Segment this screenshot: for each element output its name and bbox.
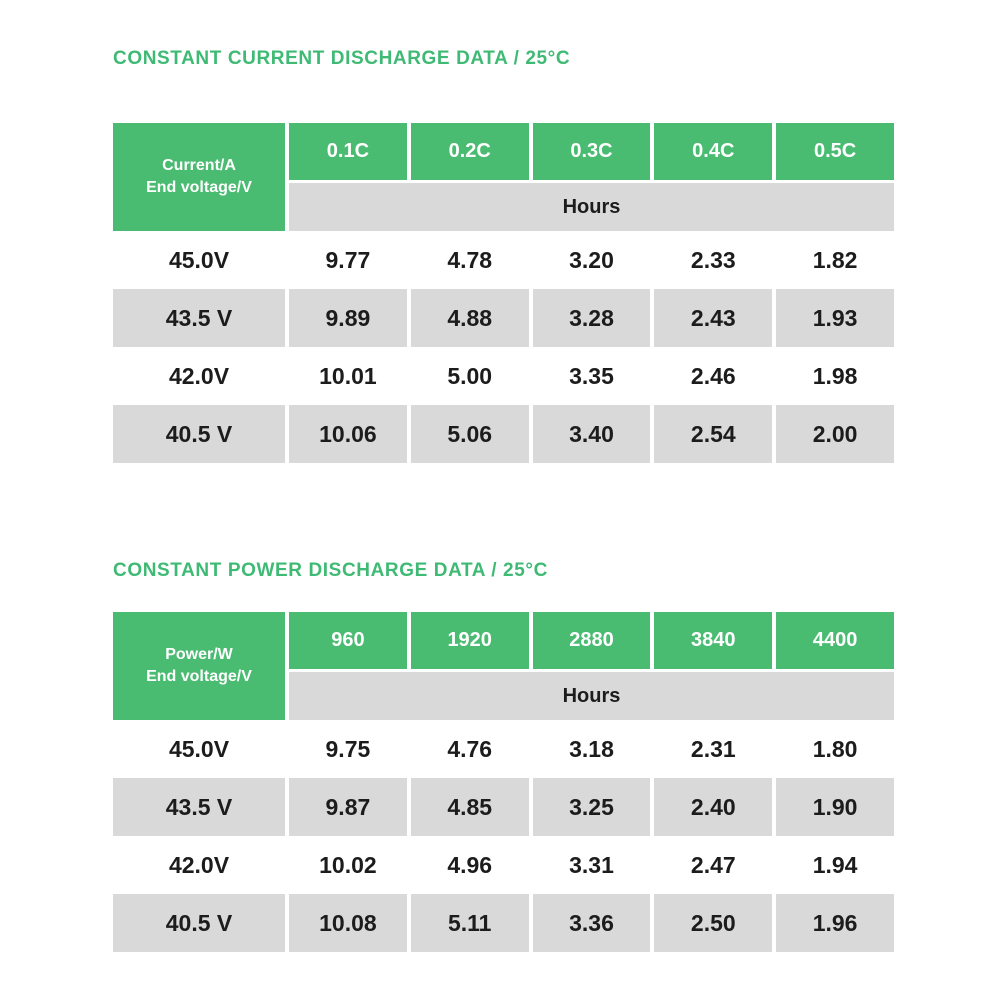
table-cell: 1.93: [776, 289, 894, 347]
table-cell: 4.88: [410, 289, 529, 347]
column-header-2880: 2880: [532, 612, 651, 669]
table-cell: 9.75: [325, 735, 371, 762]
table-cell: 10.06: [289, 405, 407, 463]
table-row: 45.0V 9.75 4.76 3.18 2.31 1.80: [113, 720, 894, 778]
corner-line-end-voltage: End voltage/V: [146, 668, 252, 685]
table-cell: 1.90: [776, 778, 894, 836]
table-cell: 3.31: [569, 851, 614, 878]
table-cell: 4.96: [447, 851, 493, 878]
table-row: 43.5 V 9.89 4.88 3.28 2.43 1.93: [113, 289, 894, 347]
table-cell: 2.40: [654, 778, 773, 836]
table-cell: 3.35: [569, 362, 614, 389]
corner-line-current: Current/A: [162, 157, 236, 174]
current-table-header: Current/A End voltage/V 0.1C 0.2C 0.3C 0…: [113, 123, 894, 231]
table-cell: 10.01: [319, 362, 377, 389]
table-cell: 3.20: [569, 246, 614, 273]
table-cell: 9.77: [325, 246, 371, 273]
table-row: 40.5 V 10.06 5.06 3.40 2.54 2.00: [113, 405, 894, 463]
table-cell: 2.00: [776, 405, 894, 463]
table-cell: 2.46: [690, 362, 736, 389]
table-cell: 2.43: [654, 289, 773, 347]
column-header-4400: 4400: [776, 612, 894, 669]
column-header-1920: 1920: [410, 612, 529, 669]
row-label: 40.5 V: [113, 405, 285, 463]
corner-line-power: Power/W: [165, 646, 233, 663]
table-row: 40.5 V 10.08 5.11 3.36 2.50 1.96: [113, 894, 894, 952]
row-label: 42.0V: [168, 851, 230, 878]
table-cell: 10.08: [289, 894, 407, 952]
column-header-0.1C: 0.1C: [289, 123, 407, 180]
table-cell: 1.82: [812, 246, 858, 273]
table-cell: 4.85: [410, 778, 529, 836]
table-row: 42.0V 10.02 4.96 3.31 2.47 1.94: [113, 836, 894, 894]
constant-power-section: CONSTANT POWER DISCHARGE DATA / 25°C Pow…: [113, 558, 894, 952]
power-table-header: Power/W End voltage/V 960 1920 2880 3840…: [113, 612, 894, 720]
column-header-960: 960: [289, 612, 407, 669]
table-cell: 10.02: [319, 851, 377, 878]
row-label: 42.0V: [168, 362, 230, 389]
table-row: 42.0V 10.01 5.00 3.35 2.46 1.98: [113, 347, 894, 405]
table-cell: 2.31: [690, 735, 736, 762]
table-cell: 1.98: [812, 362, 858, 389]
constant-current-section: CONSTANT CURRENT DISCHARGE DATA / 25°C C…: [113, 46, 894, 463]
table-cell: 5.06: [410, 405, 529, 463]
section-title-constant-current: CONSTANT CURRENT DISCHARGE DATA / 25°C: [113, 48, 571, 69]
table-cell: 5.11: [410, 894, 529, 952]
table-cell: 2.47: [690, 851, 736, 878]
table-cell: 2.50: [654, 894, 773, 952]
table-cell: 3.28: [532, 289, 651, 347]
row-label: 43.5 V: [113, 289, 285, 347]
corner-line-end-voltage: End voltage/V: [146, 179, 252, 196]
column-header-0.4C: 0.4C: [654, 123, 773, 180]
section-title-constant-power: CONSTANT POWER DISCHARGE DATA / 25°C: [113, 560, 548, 581]
hours-unit-cell: Hours: [289, 183, 894, 231]
table-cell: 2.33: [690, 246, 736, 273]
table-cell: 1.80: [812, 735, 858, 762]
table-cell: 1.94: [812, 851, 858, 878]
table-cell: 3.36: [532, 894, 651, 952]
table-cell: 9.87: [289, 778, 407, 836]
table-cell: 3.25: [532, 778, 651, 836]
row-label: 45.0V: [168, 735, 230, 762]
table-cell: 9.89: [289, 289, 407, 347]
table-row: 43.5 V 9.87 4.85 3.25 2.40 1.90: [113, 778, 894, 836]
table-cell: 4.78: [447, 246, 493, 273]
table-cell: 1.96: [776, 894, 894, 952]
hours-unit-cell: Hours: [289, 672, 894, 720]
row-label: 40.5 V: [113, 894, 285, 952]
column-header-0.3C: 0.3C: [532, 123, 651, 180]
power-table-corner-cell: Power/W End voltage/V: [113, 612, 285, 720]
column-header-0.2C: 0.2C: [410, 123, 529, 180]
column-header-3840: 3840: [654, 612, 773, 669]
row-label: 43.5 V: [113, 778, 285, 836]
table-cell: 3.40: [532, 405, 651, 463]
current-table-corner-cell: Current/A End voltage/V: [113, 123, 285, 231]
column-header-0.5C: 0.5C: [776, 123, 894, 180]
row-label: 45.0V: [168, 246, 230, 273]
table-cell: 5.00: [447, 362, 493, 389]
table-cell: 4.76: [447, 735, 493, 762]
table-cell: 2.54: [654, 405, 773, 463]
table-cell: 3.18: [569, 735, 614, 762]
table-row: 45.0V 9.77 4.78 3.20 2.33 1.82: [113, 231, 894, 289]
